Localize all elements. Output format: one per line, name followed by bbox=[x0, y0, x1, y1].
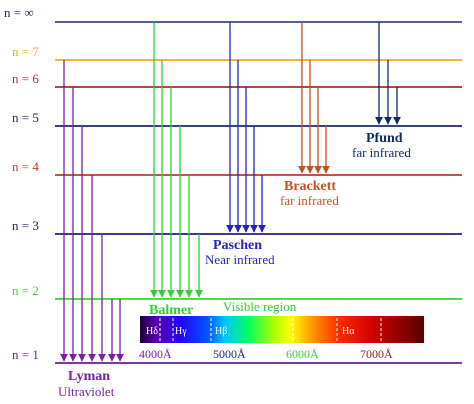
level-label-3: n = 3 bbox=[12, 218, 39, 233]
spectrum-line-label-hbeta: Hβ bbox=[215, 326, 227, 337]
pfund-arrows bbox=[375, 22, 401, 125]
balmer-band-label: Visible region bbox=[223, 299, 297, 314]
brackett-band-label: far infrared bbox=[280, 193, 339, 208]
lyman-band-label: Ultraviolet bbox=[58, 384, 115, 399]
visible-spectrum-bar bbox=[140, 316, 424, 343]
wavelength-label-7000: 7000Å bbox=[360, 347, 393, 361]
wavelength-label-4000: 4000Å bbox=[139, 347, 172, 361]
lyman-label: Lyman bbox=[68, 369, 110, 384]
level-label-4: n = 4 bbox=[12, 159, 39, 174]
level-label-inf: n = ∞ bbox=[4, 5, 34, 20]
pfund-label: Pfund bbox=[366, 131, 403, 146]
paschen-arrows bbox=[226, 22, 266, 233]
balmer-arrows bbox=[150, 22, 203, 298]
paschen-band-label: Near infrared bbox=[205, 252, 275, 267]
spectrum-line-markers bbox=[159, 318, 382, 341]
paschen-label: Paschen bbox=[213, 238, 262, 253]
brackett-arrows bbox=[298, 22, 330, 174]
spectrum-line-label-hdelta: Hδ bbox=[146, 326, 158, 337]
level-label-5: n = 5 bbox=[12, 110, 39, 125]
wavelength-label-6000: 6000Å bbox=[286, 347, 319, 361]
spectrum-line-label-hgamma: Hγ bbox=[175, 326, 187, 337]
brackett-label: Brackett bbox=[284, 179, 336, 194]
lyman-arrows bbox=[60, 60, 124, 362]
pfund-band-label: far infrared bbox=[352, 145, 411, 160]
level-label-6: n = 6 bbox=[12, 71, 39, 86]
level-label-7: n = 7 bbox=[12, 44, 39, 59]
balmer-label: Balmer bbox=[149, 303, 193, 318]
level-label-2: n = 2 bbox=[12, 283, 39, 298]
level-label-1: n = 1 bbox=[12, 347, 39, 362]
wavelength-label-5000: 5000Å bbox=[213, 347, 246, 361]
spectrum-line-label-halpha: Hα bbox=[342, 326, 355, 337]
